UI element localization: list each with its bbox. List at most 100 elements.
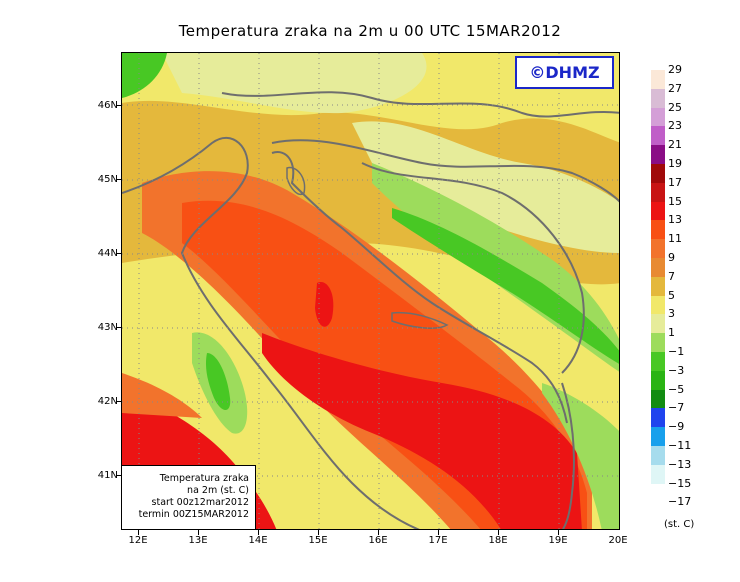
legend-label: 27: [668, 81, 682, 95]
field-east-green: [542, 383, 619, 529]
legend-swatch: [651, 220, 665, 240]
coast-albania: [561, 382, 575, 529]
legend-swatch: [651, 182, 665, 202]
legend-label: 17: [668, 175, 682, 189]
legend-label: 9: [668, 251, 675, 264]
lon-label-20e: 20E: [608, 535, 628, 546]
legend-label: 7: [668, 269, 675, 283]
lon-label-17e: 17E: [428, 535, 448, 546]
border-north: [221, 91, 619, 118]
legend-swatch: [651, 126, 665, 146]
lon-tick: [498, 530, 499, 535]
info-box: Temperatura zraka na 2m (st. C) start 00…: [121, 465, 256, 530]
legend-label: 21: [668, 138, 682, 152]
lon-label-16e: 16E: [368, 535, 388, 546]
dhmz-logo: ©DHMZ: [515, 56, 614, 89]
info-line-2: na 2m (st. C): [187, 485, 249, 496]
legend-label: −9: [668, 420, 685, 434]
legend-label: 5: [668, 288, 675, 302]
lon-label-19e: 19E: [548, 535, 568, 546]
legend-swatch: [651, 70, 665, 89]
legend-swatch: [651, 408, 665, 428]
lat-tick: [116, 105, 121, 106]
border-bosnia: [361, 162, 585, 374]
field-sw-orange: [122, 373, 202, 418]
legend-swatch: [651, 314, 665, 334]
legend-swatch: [651, 258, 665, 277]
legend-swatch: [651, 295, 665, 315]
lat-label-45n: 45N: [97, 174, 118, 185]
info-line-4: termin 00Z15MAR2012: [138, 509, 249, 520]
legend-swatch: [651, 88, 665, 108]
lon-label-12e: 12E: [128, 535, 148, 546]
info-line-1: Temperatura zraka: [159, 473, 249, 484]
lat-tick: [116, 401, 121, 402]
legend-swatch: [651, 352, 665, 371]
legend-label: −17: [668, 495, 692, 509]
legend-swatch: [651, 145, 665, 164]
lat-label-42n: 42N: [97, 396, 118, 407]
map-title: Temperatura zraka na 2m u 00 UTC 15MAR20…: [178, 22, 562, 40]
lat-tick: [116, 327, 121, 328]
legend-label: 1: [668, 326, 675, 340]
island-dalmatian: [391, 311, 449, 329]
legend-swatch: [651, 276, 665, 296]
legend-label: −5: [668, 382, 685, 396]
field-italy-darkgreen: [205, 353, 231, 411]
lat-tick: [116, 253, 121, 254]
lon-label-14e: 14E: [248, 535, 268, 546]
temperature-map: [121, 52, 620, 530]
lat-tick: [116, 475, 121, 476]
lat-label-46n: 46N: [97, 100, 118, 111]
field-north-pale: [162, 53, 427, 114]
lat-label-44n: 44N: [97, 248, 118, 259]
field-adriatic-red: [262, 333, 582, 529]
lon-label-13e: 13E: [188, 535, 208, 546]
legend-swatch: [651, 370, 665, 390]
coastline-croatia: [271, 151, 568, 424]
lon-tick: [438, 530, 439, 535]
lon-tick: [558, 530, 559, 535]
legend-label: −15: [668, 476, 692, 490]
lon-tick: [318, 530, 319, 535]
legend-label: −11: [668, 439, 692, 452]
legend-label: −3: [668, 363, 685, 377]
lon-label-15e: 15E: [308, 535, 328, 546]
legend-swatch: [651, 239, 665, 258]
legend-label: 13: [668, 213, 682, 227]
info-line-3: start 00z12mar2012: [151, 497, 249, 508]
lat-tick: [116, 179, 121, 180]
legend-swatch: [651, 389, 665, 409]
legend-label: −7: [668, 401, 685, 415]
legend-label: 19: [668, 157, 682, 170]
legend-unit: (st. C): [664, 519, 695, 530]
lat-label-43n: 43N: [97, 322, 118, 333]
lon-tick: [138, 530, 139, 535]
legend-label: 25: [668, 100, 682, 114]
legend-label: 3: [668, 307, 675, 321]
legend-swatch: [651, 446, 665, 465]
legend-label: −1: [668, 345, 685, 358]
field-red-spot: [315, 282, 334, 327]
legend-label: 23: [668, 119, 682, 133]
legend-swatch: [651, 333, 665, 352]
legend-label: 15: [668, 194, 682, 208]
lon-tick: [258, 530, 259, 535]
border-inland: [271, 139, 619, 203]
legend-label: −13: [668, 457, 692, 471]
legend-label: 29: [668, 63, 682, 76]
legend-swatch: [651, 427, 665, 446]
temperature-field: [122, 53, 619, 529]
lon-tick: [198, 530, 199, 535]
legend-swatch: [651, 107, 665, 127]
legend-swatch: [651, 201, 665, 221]
graticule: [122, 53, 619, 529]
field-inland-darkgreen: [392, 208, 619, 364]
island-krk: [286, 166, 306, 195]
coastline-italy: [122, 136, 420, 529]
lon-label-18e: 18E: [488, 535, 508, 546]
legend-label: 11: [668, 232, 682, 246]
lon-tick: [378, 530, 379, 535]
legend-swatch: [651, 464, 665, 484]
legend-swatch: [651, 164, 665, 183]
